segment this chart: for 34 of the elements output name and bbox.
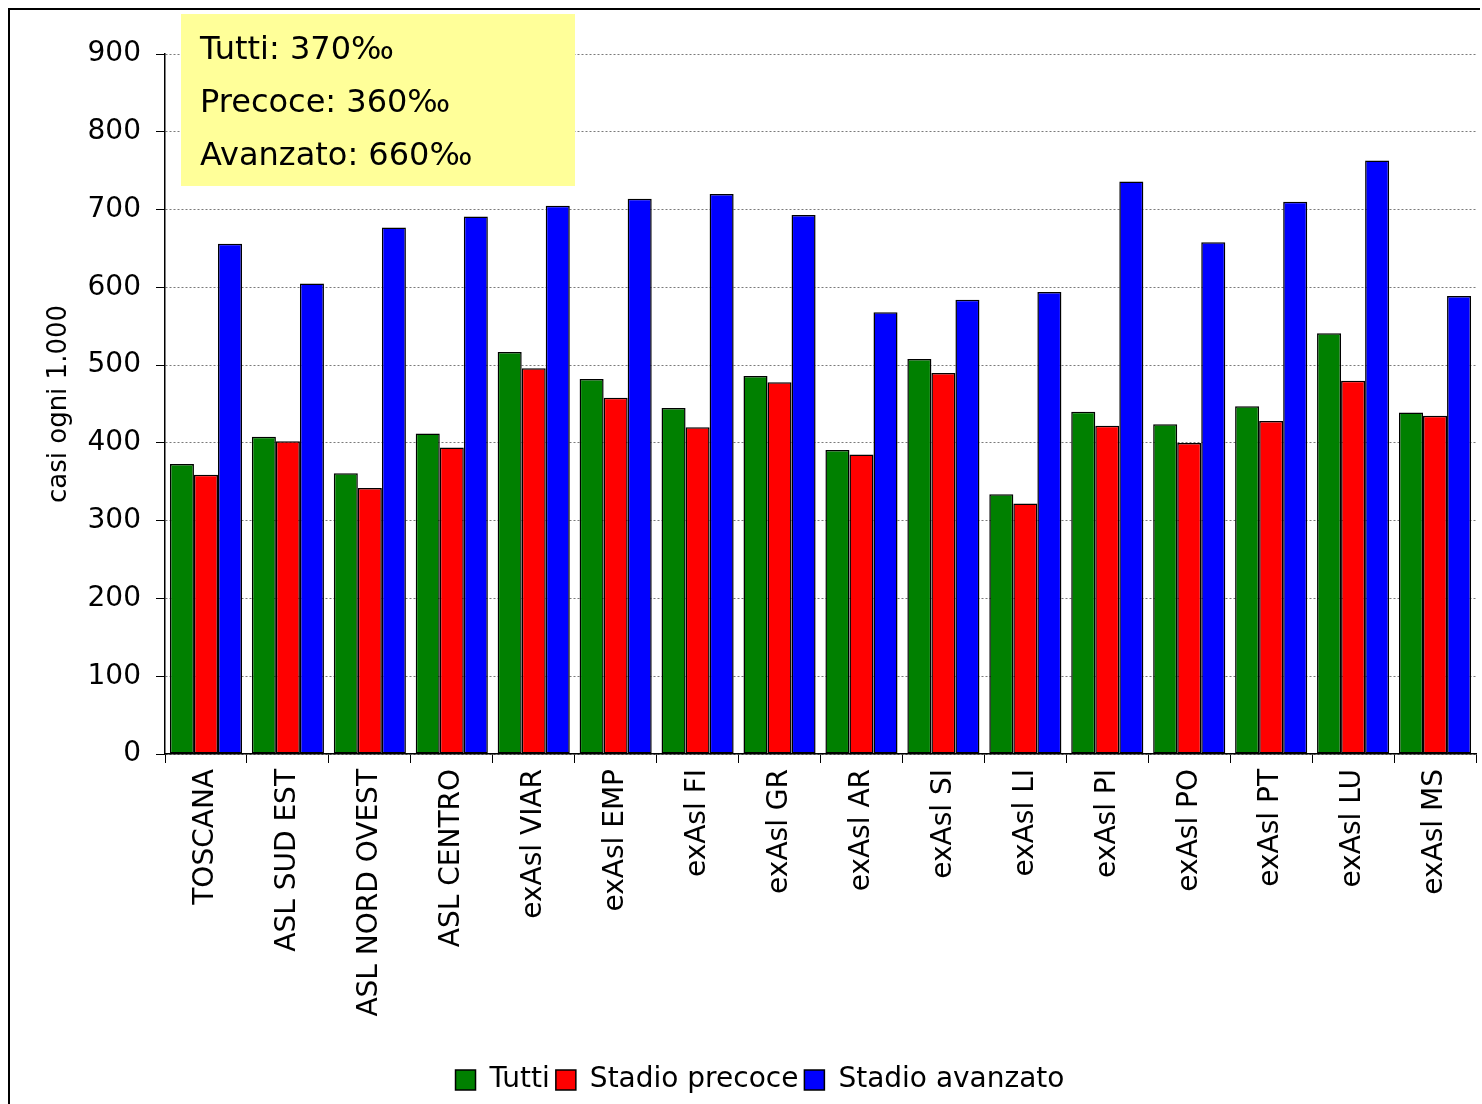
annotation: Avanzato: 660‰ bbox=[200, 134, 474, 175]
x-tick-label: exAsl PI bbox=[1088, 769, 1122, 878]
annotation: Precoce: 360‰ bbox=[200, 81, 452, 122]
x-tick-label: exAsl LU bbox=[1334, 769, 1368, 888]
legend-label: Tutti bbox=[488, 1061, 550, 1095]
y-tick-label: 200 bbox=[87, 579, 141, 613]
x-tick-label: exAsl VIAR bbox=[515, 769, 548, 919]
x-tick-label: exAsl MS bbox=[1416, 769, 1450, 895]
x-tick-label: exAsl LI bbox=[1006, 769, 1040, 877]
x-tick-label: ASL NORD OVEST bbox=[351, 768, 385, 1017]
x-tick-label: exAsl PT bbox=[1252, 768, 1286, 887]
legend-label: Stadio precoce bbox=[589, 1061, 799, 1095]
y-tick-label: 800 bbox=[87, 113, 141, 147]
legend-label: Stadio avanzato bbox=[838, 1061, 1065, 1095]
x-tick-label: exAsl EMP bbox=[596, 769, 630, 912]
x-tick-label: exAsl PO bbox=[1170, 769, 1204, 892]
note-box: Tutti: 370‰ Precoce: 360‰ Avanzato: 660‰ bbox=[181, 14, 575, 186]
y-tick-label: 900 bbox=[87, 35, 141, 69]
y-tick-label: 700 bbox=[87, 190, 141, 224]
x-tick-label: TOSCANA bbox=[187, 769, 221, 906]
x-tick-label: exAsl AR bbox=[842, 769, 876, 892]
x-tick-label: exAsl FI bbox=[678, 769, 712, 878]
annotation: Tutti: 370‰ bbox=[200, 28, 395, 69]
y-tick-label: 500 bbox=[87, 346, 141, 380]
y-tick-label: 300 bbox=[87, 501, 141, 535]
x-tick-label: exAsl SI bbox=[924, 769, 958, 879]
y-tick-label: 0 bbox=[123, 735, 141, 769]
x-tick-label: ASL SUD EST bbox=[269, 768, 303, 952]
y-tick-label: 600 bbox=[87, 268, 141, 302]
y-tick-label: 400 bbox=[87, 424, 141, 458]
y-axis-title: casi ogni 1.000 bbox=[42, 304, 73, 504]
y-tick-label: 100 bbox=[87, 657, 141, 691]
x-tick-label: exAsl GR bbox=[760, 769, 794, 894]
x-tick-label: ASL CENTRO bbox=[433, 769, 467, 948]
